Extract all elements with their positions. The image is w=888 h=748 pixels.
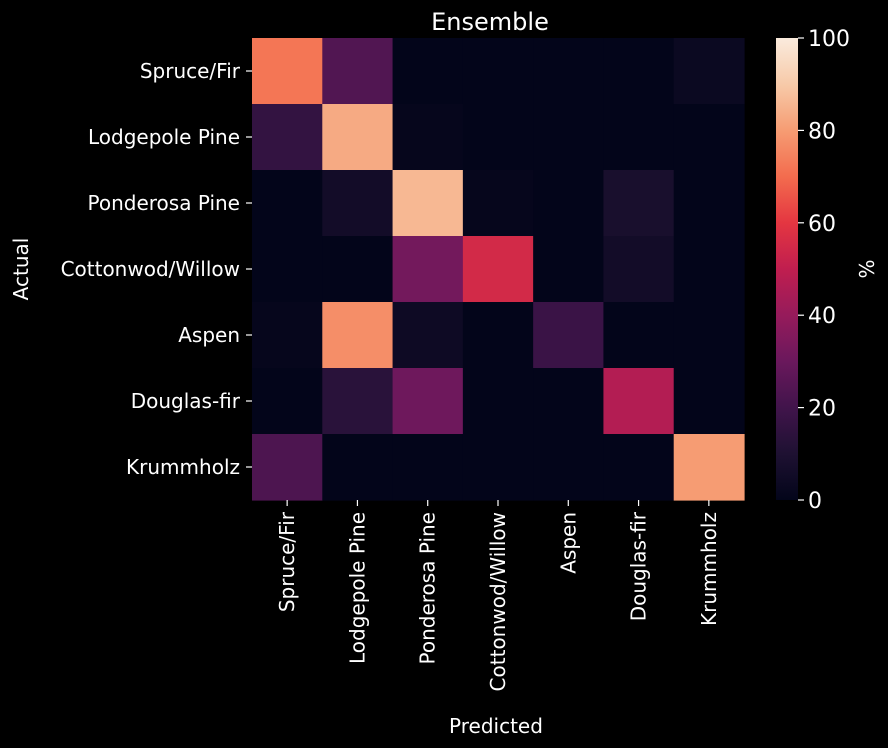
y-axis-label: Actual [9, 238, 33, 301]
heatmap-cell [462, 434, 534, 501]
heatmap-cell [322, 104, 394, 171]
heatmap-cell [533, 302, 605, 369]
y-tick-label: Krummholz [126, 455, 240, 479]
x-tick-label: Ponderosa Pine [416, 512, 440, 664]
heatmap-cell [392, 236, 464, 303]
colorbar [776, 38, 798, 500]
heatmap-cell [252, 368, 323, 435]
colorbar-tick-label: 20 [808, 397, 836, 422]
heatmap-cell [392, 38, 464, 105]
heatmap-cell [533, 434, 605, 501]
y-tick-label: Aspen [178, 323, 240, 347]
heatmap-cell [462, 236, 534, 303]
x-tick-labels: Spruce/Fir Lodgepole Pine Ponderosa Pine Co… [275, 500, 721, 691]
heatmap-cell [392, 434, 464, 501]
heatmap-cells [252, 38, 745, 501]
heatmap-cell [533, 104, 605, 171]
chart-title: Ensemble [431, 8, 549, 36]
heatmap-cell [462, 104, 534, 171]
y-tick-label: Spruce/Fir [140, 59, 241, 83]
heatmap-cell [322, 236, 394, 303]
heatmap-cell [603, 104, 675, 171]
heatmap-cell [462, 302, 534, 369]
heatmap-cell [673, 434, 745, 501]
y-tick-label: Douglas-fir [131, 389, 241, 413]
colorbar-tick-label: 60 [808, 212, 836, 237]
heatmap-cell [392, 302, 464, 369]
heatmap-cell [533, 368, 605, 435]
heatmap-cell [673, 170, 745, 237]
heatmap-cell [252, 104, 323, 171]
heatmap-cell [603, 434, 675, 501]
x-tick-label: Douglas-fir [627, 511, 651, 621]
x-tick-label: Aspen [556, 512, 580, 574]
colorbar-label: % [855, 259, 879, 278]
x-tick-label: Cottonwod/Willow [486, 512, 510, 691]
colorbar-tick-label: 80 [808, 119, 836, 144]
heatmap-cell [533, 236, 605, 303]
heatmap-cell [673, 236, 745, 303]
heatmap-cell [252, 236, 323, 303]
x-tick-label: Lodgepole Pine [345, 512, 369, 664]
heatmap-cell [252, 38, 323, 105]
colorbar-ticks: 0 20 40 60 80 100 [798, 27, 850, 514]
heatmap-cell [462, 38, 534, 105]
heatmap-cell [322, 434, 394, 501]
y-tick-label: Lodgepole Pine [88, 125, 240, 149]
heatmap-cell [673, 302, 745, 369]
heatmap-cell [322, 302, 394, 369]
heatmap-cell [533, 38, 605, 105]
x-tick-label: Spruce/Fir [275, 511, 299, 612]
heatmap-cell [322, 170, 394, 237]
colorbar-tick-label: 0 [808, 489, 822, 514]
y-tick-label: Cottonwod/Willow [61, 257, 240, 281]
heatmap-cell [392, 104, 464, 171]
heatmap-cell [322, 368, 394, 435]
y-tick-label: Ponderosa Pine [88, 191, 240, 215]
heatmap-cell [462, 170, 534, 237]
heatmap-cell [462, 368, 534, 435]
heatmap-cell [252, 170, 323, 237]
heatmap-cell [603, 368, 675, 435]
colorbar-tick-label: 100 [808, 27, 850, 52]
heatmap-cell [603, 236, 675, 303]
heatmap-cell [673, 104, 745, 171]
x-axis-label: Predicted [449, 714, 543, 738]
heatmap-cell [392, 170, 464, 237]
heatmap-cell [603, 170, 675, 237]
heatmap-cell [392, 368, 464, 435]
heatmap-cell [252, 434, 323, 501]
colorbar-tick-label: 40 [808, 304, 836, 329]
y-tick-labels: Spruce/Fir Lodgepole Pine Ponderosa Pine Co… [61, 59, 252, 479]
heatmap-cell [533, 170, 605, 237]
heatmap-cell [673, 38, 745, 105]
heatmap-cell [322, 38, 394, 105]
heatmap-cell [603, 38, 675, 105]
heatmap-cell [603, 302, 675, 369]
heatmap-cell [673, 368, 745, 435]
heatmap-cell [252, 302, 323, 369]
x-tick-label: Krummholz [697, 512, 721, 626]
